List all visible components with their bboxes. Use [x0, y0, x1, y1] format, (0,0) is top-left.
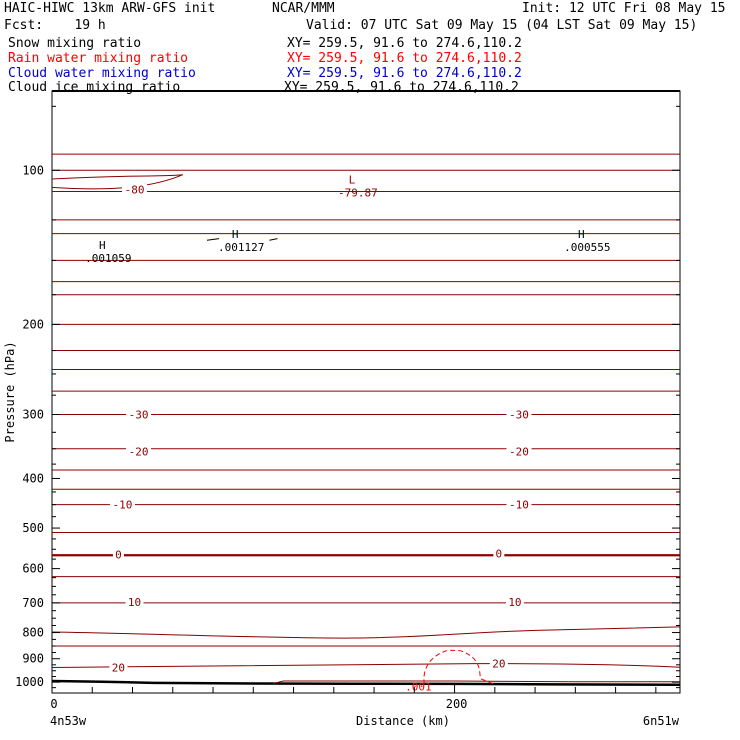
model-title: HAIC-HIWC 13km ARW-GFS init: [4, 1, 216, 16]
isotherm-contour: [51, 626, 681, 639]
contour-label-bg: [122, 183, 148, 196]
y-tick-label: 700: [22, 596, 44, 610]
forecast-hour: Fcst: 19 h: [4, 18, 106, 33]
y-tick-label: 200: [22, 317, 44, 331]
extremum-value: .001059: [85, 252, 131, 265]
x-tick-label: 0: [50, 697, 57, 711]
contour-label-bg: [109, 661, 128, 674]
contour-label-bg: [506, 498, 532, 511]
rain-contour: [423, 649, 496, 685]
contour-label-bg: [112, 548, 124, 561]
contour-label: 0: [115, 548, 122, 561]
ice-contour: [269, 238, 278, 241]
valid-time: Valid: 07 UTC Sat 09 May 15 (04 LST Sat …: [306, 18, 698, 33]
extremum-value: .000555: [564, 241, 610, 254]
field-xy-cloud-water: XY= 259.5, 91.6 to 274.6,110.2: [287, 66, 522, 81]
contour-label: -20: [509, 445, 529, 458]
contour-label: -10: [113, 499, 133, 512]
contour-label: -10: [509, 499, 529, 512]
contour-label: 10: [128, 596, 141, 609]
isotherm-contour: [51, 663, 681, 668]
contour-label: -20: [129, 445, 149, 458]
contour-label: 20: [112, 661, 125, 674]
contour-label: 10: [508, 596, 521, 609]
extremum-marker: L: [349, 173, 356, 186]
contour-label: -30: [129, 409, 149, 422]
right-endpoint-label: 6n51w: [643, 714, 680, 728]
contour-label-bg: [506, 408, 532, 421]
rain-contour-label: .001: [405, 680, 432, 693]
contour-label-bg: [505, 596, 524, 609]
x-axis-title: Distance (km): [356, 714, 450, 728]
extremum-marker: H: [232, 228, 239, 241]
extremum-marker: H: [578, 228, 585, 241]
y-tick-label: 400: [22, 471, 44, 485]
contour-label-bg: [126, 445, 152, 458]
contour-label-bg: [493, 547, 505, 560]
contour-label-bg: [506, 445, 532, 458]
contour-label-bg: [109, 498, 135, 511]
isotherm-contour: [51, 174, 184, 190]
extremum-value: .001127: [218, 241, 264, 254]
field-xy-rain: XY= 259.5, 91.6 to 274.6,110.2: [287, 51, 522, 66]
ice-contour: [206, 238, 220, 241]
contour-label: 0: [496, 547, 503, 560]
left-endpoint-label: 4n53w: [50, 714, 87, 728]
contour-label: -30: [509, 409, 529, 422]
contour-label: 20: [492, 658, 505, 671]
field-label-cloud-water: Cloud water mixing ratio: [8, 66, 196, 81]
init-time: Init: 12 UTC Fri 08 May 15: [522, 1, 726, 16]
y-tick-label: 1000: [15, 675, 44, 689]
extremum-value: -79.87: [338, 186, 378, 199]
y-tick-label: 600: [22, 562, 44, 576]
field-label-snow: Snow mixing ratio: [8, 36, 142, 51]
field-label-rain: Rain water mixing ratio: [8, 51, 189, 66]
contour-label: -80: [125, 183, 145, 196]
y-tick-label: 800: [22, 626, 44, 640]
surface-contour: [273, 680, 680, 684]
y-tick-label: 900: [22, 652, 44, 666]
contour-label-bg: [489, 657, 508, 670]
contour-label-bg: [126, 408, 152, 421]
y-axis-title: Pressure (hPa): [3, 341, 17, 442]
y-tick-label: 500: [22, 521, 44, 535]
org-label: NCAR/MMM: [272, 1, 335, 16]
extremum-marker: H: [99, 239, 106, 252]
x-tick-label: 200: [446, 697, 468, 711]
y-tick-label: 100: [22, 163, 44, 177]
y-tick-label: 300: [22, 408, 44, 422]
contour-label-bg: [125, 596, 144, 609]
terrain-line: [51, 679, 681, 687]
field-xy-snow: XY= 259.5, 91.6 to 274.6,110.2: [287, 36, 522, 51]
